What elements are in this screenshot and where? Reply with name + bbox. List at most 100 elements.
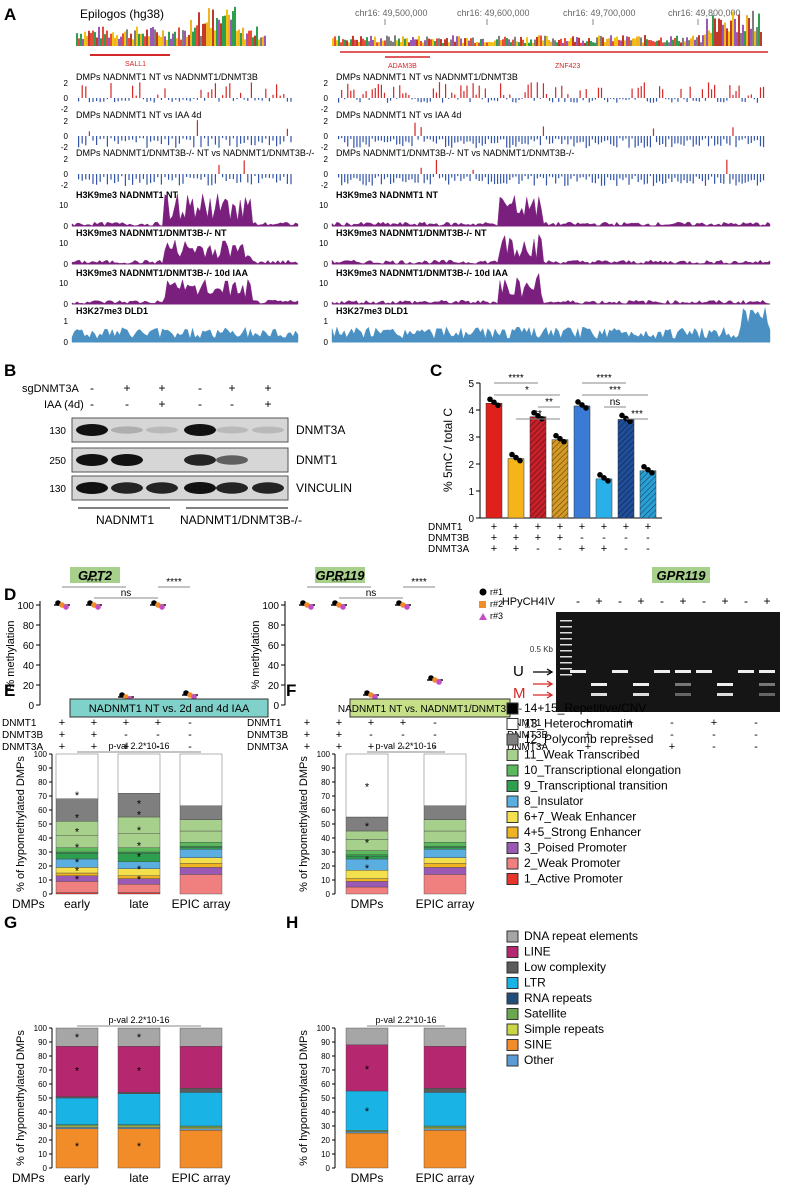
d-title: GPR119: [316, 568, 366, 583]
epilogos-bar: [404, 38, 406, 46]
epilogos-bar: [444, 39, 446, 46]
d-sign: +: [59, 717, 65, 729]
blot-band: [252, 426, 284, 434]
signal-track: [331, 233, 771, 265]
epilogos-bar: [480, 39, 482, 46]
dmp-bar: [128, 174, 130, 181]
chromatin-legend-label: 8_Insulator: [524, 794, 583, 808]
stack-segment: [117, 892, 161, 895]
epilogos-bar: [600, 35, 602, 46]
epilogos-bar: [76, 33, 78, 46]
stack-segment: [179, 1129, 223, 1169]
dmp-bar: [701, 89, 703, 98]
dmp-bar: [279, 95, 281, 98]
c-row-name: DNMT3A: [428, 544, 469, 555]
dmp-bar: [279, 136, 281, 145]
d-sign: +: [400, 717, 406, 729]
dmp-bar: [368, 174, 370, 183]
dmp-bar: [637, 87, 639, 98]
dmp-bar: [114, 98, 116, 103]
sign: +: [123, 381, 130, 395]
dmp-bar: [732, 94, 734, 98]
dmp-bar: [457, 174, 459, 177]
stack-segment: [55, 892, 99, 895]
coord-label: chr16: 49,500,000: [355, 8, 428, 18]
epilogos-bar: [358, 41, 360, 46]
dmp-bar: [146, 98, 148, 102]
c-sign: +: [513, 543, 519, 555]
stack-star: *: [75, 826, 80, 838]
gel-sign: +: [637, 594, 644, 608]
dmp-bar: [610, 174, 612, 181]
dmp-bar: [356, 136, 358, 148]
dmp-bar: [445, 174, 447, 181]
stack-segment: [345, 881, 389, 888]
epilogos-bar: [104, 34, 106, 46]
dmp-bar: [402, 93, 404, 98]
stack-segment: [55, 1128, 99, 1169]
c-sig-text: ***: [609, 385, 621, 396]
dmp-bar: [448, 136, 450, 146]
stack-segment: [179, 857, 223, 864]
d-sign: +: [91, 717, 97, 729]
epilogos-bar: [492, 42, 494, 46]
dmp-bar: [689, 136, 691, 140]
epilogos-bar: [214, 30, 216, 46]
epilogos-bar: [624, 40, 626, 46]
dmp-bar: [585, 136, 587, 148]
dmp-bar: [211, 89, 213, 98]
epilogos-bar: [734, 18, 736, 46]
dmp-bar: [701, 136, 703, 140]
dmp-bar: [189, 174, 191, 178]
dmp-bar: [665, 174, 667, 184]
c-sig-text: ****: [508, 373, 524, 384]
chromatin-legend-label: 4+5_Strong Enhancer: [524, 825, 641, 839]
epilogos-bar: [494, 40, 496, 46]
dmp-bar: [723, 136, 725, 140]
epilogos-bar: [654, 41, 656, 46]
gel-sign: -: [576, 594, 580, 608]
dmp-bar: [744, 98, 746, 102]
dmp-bar: [668, 98, 670, 100]
dmp-bar: [81, 136, 83, 144]
epilogos-bar: [348, 42, 350, 46]
dmp-bar: [420, 98, 422, 103]
epilogos-bar: [138, 33, 140, 46]
stack-segment: [423, 863, 467, 868]
dmp-bar: [744, 174, 746, 183]
epilogos-bar: [254, 35, 256, 46]
dmp-bar: [347, 83, 349, 98]
stack-tick-label: 40: [321, 1108, 330, 1117]
dmp-bar: [426, 136, 428, 139]
dmp-bar: [738, 85, 740, 98]
c-sign: +: [557, 532, 563, 544]
dmp-bar: [643, 174, 645, 185]
y-tick: 2: [324, 155, 329, 164]
epilogos-bar: [522, 39, 524, 46]
c-tick-label: 4: [468, 406, 474, 417]
dmp-bar: [261, 136, 263, 143]
gene-sall1: SALL1: [125, 61, 146, 68]
group2-label: NADNMT1/DNMT3B-/-: [180, 513, 302, 527]
dmp-bar: [232, 174, 234, 180]
dmp-bar: [585, 88, 587, 98]
dmp-bar: [362, 94, 364, 98]
epilogos-bar: [548, 39, 550, 46]
dmp-bar: [171, 174, 173, 181]
gel-sign: +: [595, 594, 602, 608]
epilogos-bar: [172, 33, 174, 46]
y-tick: -2: [321, 181, 329, 190]
dmp-bar: [591, 98, 593, 101]
dmp-bar: [512, 98, 514, 103]
stack-y-label: % of hypomethylated DMPs: [298, 1030, 310, 1166]
dmp-bar: [92, 136, 94, 141]
d-point: [95, 604, 101, 610]
epilogos-bar: [462, 42, 464, 46]
y-tick: 10: [319, 279, 328, 288]
d-sign: -: [188, 729, 192, 741]
epilogos-bar: [362, 38, 364, 46]
dmp-bar: [153, 174, 155, 182]
dmp-bar: [518, 98, 520, 100]
stack-tick-label: 10: [321, 1150, 330, 1159]
dmp-bar: [247, 98, 249, 101]
